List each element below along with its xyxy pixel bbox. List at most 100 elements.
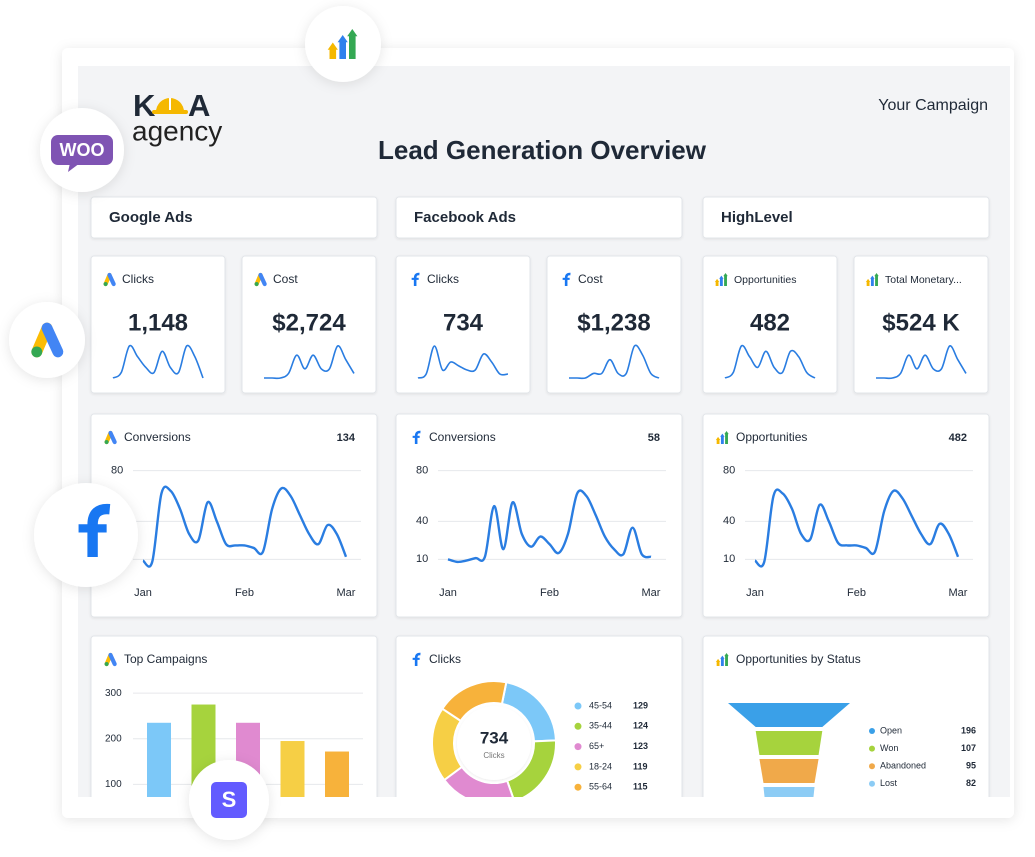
section-title: Facebook Ads (414, 209, 516, 226)
icon-part (105, 662, 109, 666)
kpi-label: Clicks (122, 272, 154, 286)
stripe-text: S (222, 787, 237, 812)
icon-part (255, 282, 259, 286)
kpi-label: Clicks (427, 272, 459, 286)
y-tick-label: 300 (105, 688, 122, 699)
legend-value: 119 (633, 761, 648, 771)
legend-label: 35-44 (589, 721, 612, 731)
icon-part (720, 278, 723, 286)
y-tick-label: 10 (723, 553, 735, 565)
bar (325, 752, 349, 830)
legend-swatch (869, 781, 875, 787)
kpi-label: Cost (273, 272, 298, 286)
legend-value: 129 (633, 700, 648, 710)
y-tick-label: 80 (416, 465, 428, 477)
icon-part (716, 282, 719, 286)
kpi-label: Opportunities (734, 274, 796, 286)
badge (34, 483, 138, 587)
legend-value: 82 (966, 778, 976, 788)
icon-part (724, 276, 727, 286)
icon-part (725, 434, 728, 444)
legend-label: 65+ (589, 741, 604, 751)
icon-part (349, 36, 356, 59)
legend-swatch (869, 746, 875, 752)
legend-value: 196 (961, 725, 976, 735)
kpi-value: $2,724 (272, 309, 346, 336)
funnel-layer (756, 731, 823, 755)
legend-label: Open (880, 725, 902, 735)
y-tick-label: 40 (723, 515, 735, 527)
icon-part (104, 282, 108, 286)
legend-swatch (575, 743, 582, 750)
icon-part (871, 278, 874, 286)
donut-total-label: Clicks (483, 751, 504, 760)
x-tick-label: Feb (540, 587, 559, 599)
funnel-layer (759, 759, 818, 783)
chart-title: Conversions (124, 430, 191, 444)
logo-tagline: agency (132, 115, 222, 146)
icon-part (717, 662, 720, 666)
donut-total: 734 (480, 728, 509, 747)
chart-total: 134 (337, 432, 356, 444)
x-tick-label: Jan (134, 587, 152, 599)
icon-part (721, 436, 724, 444)
campaign-label: Your Campaign (878, 97, 988, 114)
legend-value: 124 (633, 721, 648, 731)
section-title: HighLevel (721, 209, 793, 226)
legend-swatch (869, 763, 875, 769)
y-tick-label: 40 (416, 515, 428, 527)
legend-value: 95 (966, 761, 976, 771)
y-tick-label: 80 (723, 465, 735, 477)
x-tick-label: Mar (949, 587, 968, 599)
icon-part (339, 42, 346, 59)
legend-value: 123 (633, 741, 648, 751)
legend-value: 115 (633, 782, 648, 792)
legend-label: 55-64 (589, 782, 612, 792)
y-tick-label: 10 (416, 553, 428, 565)
legend-swatch (575, 703, 582, 710)
page-title: Lead Generation Overview (378, 135, 707, 165)
legend-label: Lost (880, 778, 898, 788)
kpi-value: 482 (750, 309, 790, 336)
icon-part (725, 656, 728, 666)
icon-part (717, 440, 720, 444)
chart-title: Opportunities (736, 430, 807, 444)
section-title: Google Ads (109, 209, 193, 226)
legend-label: Abandoned (880, 761, 926, 771)
chart-total: 58 (648, 432, 660, 444)
icon-part (31, 346, 42, 357)
kpi-label: Total Monetary... (885, 274, 962, 286)
x-tick-label: Mar (642, 587, 661, 599)
woo-text: WOO (60, 140, 105, 160)
y-tick-label: 100 (105, 779, 122, 790)
kpi-value: $1,238 (577, 309, 650, 336)
chart-title: Conversions (429, 430, 496, 444)
y-tick-label: 80 (111, 465, 123, 477)
chart-title: Clicks (429, 652, 461, 666)
icon-part (875, 276, 878, 286)
kpi-label: Cost (578, 272, 603, 286)
chart-total: 482 (949, 432, 967, 444)
legend-label: 45-54 (589, 700, 612, 710)
icon-part (330, 49, 337, 59)
x-tick-label: Feb (847, 587, 866, 599)
content: K A agency Your Campaign Lead Generation… (91, 88, 989, 836)
legend-swatch (869, 728, 875, 734)
icon-part (867, 282, 870, 286)
legend-swatch (575, 723, 582, 730)
legend-swatch (575, 763, 582, 770)
chart-title: Opportunities by Status (736, 652, 861, 666)
legend-value: 107 (961, 743, 976, 753)
x-tick-label: Mar (337, 587, 356, 599)
legend-label: Won (880, 743, 898, 753)
y-tick-label: 200 (105, 733, 122, 744)
icon-part (721, 658, 724, 666)
legend-swatch (575, 784, 582, 791)
x-tick-label: Jan (439, 587, 457, 599)
kpi-value: 1,148 (128, 309, 188, 336)
kpi-value: 734 (443, 309, 484, 336)
kpi-value: $524 K (882, 309, 960, 336)
x-tick-label: Feb (235, 587, 254, 599)
